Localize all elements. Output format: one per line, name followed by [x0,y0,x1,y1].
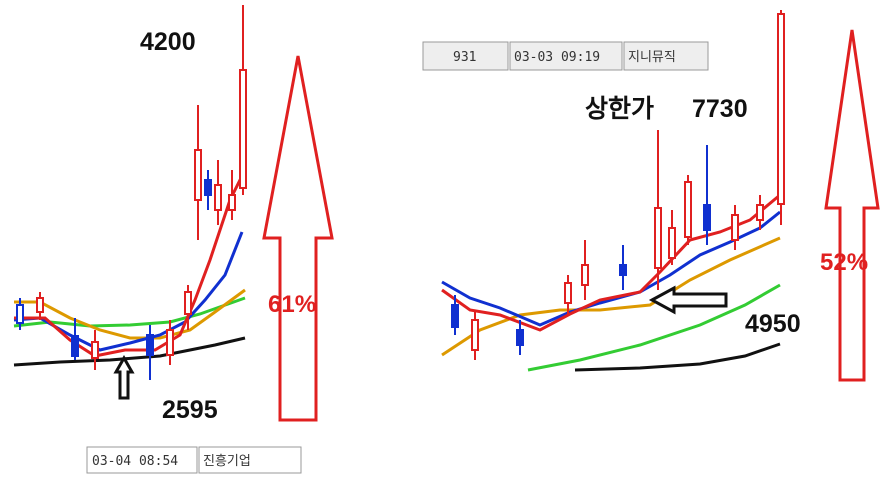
candles [451,10,785,360]
info-cell [198,446,302,474]
high-price: 7730 [692,95,748,123]
stock-name: 지니뮤직 [628,50,676,65]
candles [16,5,247,380]
info-cell [623,41,709,71]
up-arrow-red [824,29,880,382]
ma-red [441,193,781,332]
code: 931 [453,50,476,65]
low-price: 4950 [745,310,801,338]
ma-red [14,169,247,358]
limit-up-label: 상한가 [585,94,654,123]
up-arrow-red [262,55,334,422]
ma-blue [13,231,244,352]
gain: 52% [820,249,868,276]
date-time: 03-03 09:19 [514,50,600,65]
ma-orange [14,288,246,340]
right-chart: 931 03-03 09:19 지니뮤직 상한가 7730 4950 52% [422,10,880,382]
left-chart: 4200 61% 2595 03-04 08:54 진흥기업 [13,5,334,474]
date-time: 03-04 08:54 [92,454,178,469]
info-cell [86,446,198,474]
info-cell [422,41,509,71]
up-arrow-small [113,354,135,400]
ma-green [527,283,781,372]
stock-name: 진흥기업 [203,454,251,469]
high-price: 4200 [140,28,196,56]
ma-black [574,342,781,372]
ma-black [13,336,246,367]
ma-orange [441,236,781,357]
info-cell [509,41,623,71]
gain: 61% [268,291,316,318]
low-price: 2595 [162,396,218,424]
left-arrow [648,285,728,315]
